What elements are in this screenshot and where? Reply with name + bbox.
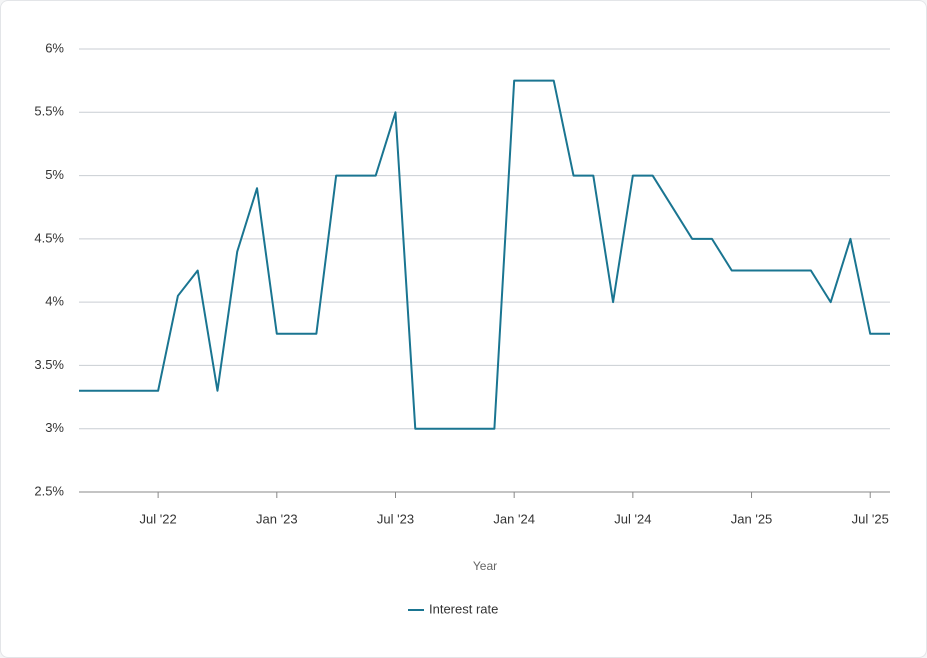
x-tick-label: Jul '25 <box>852 511 889 526</box>
x-tick-label: Jul '23 <box>377 511 414 526</box>
y-tick-label: 4.5% <box>34 230 64 245</box>
y-tick-label: 3% <box>45 420 64 435</box>
y-tick-label: 5% <box>45 167 64 182</box>
y-tick-label: 4% <box>45 294 64 309</box>
x-axis-title: Year <box>473 559 497 573</box>
y-tick-label: 2.5% <box>34 483 64 498</box>
y-tick-label: 6% <box>45 40 64 55</box>
x-tick-label: Jul '22 <box>140 511 177 526</box>
data-line <box>79 79 890 430</box>
x-tick-label: Jul '24 <box>614 511 651 526</box>
x-tick-label: Jan '24 <box>493 511 535 526</box>
x-tick-label: Jan '25 <box>731 511 773 526</box>
y-tick-label: 3.5% <box>34 357 64 372</box>
legend-label: Interest rate <box>429 601 498 616</box>
x-tick-label: Jan '23 <box>256 511 298 526</box>
y-tick-label: 5.5% <box>34 104 64 119</box>
